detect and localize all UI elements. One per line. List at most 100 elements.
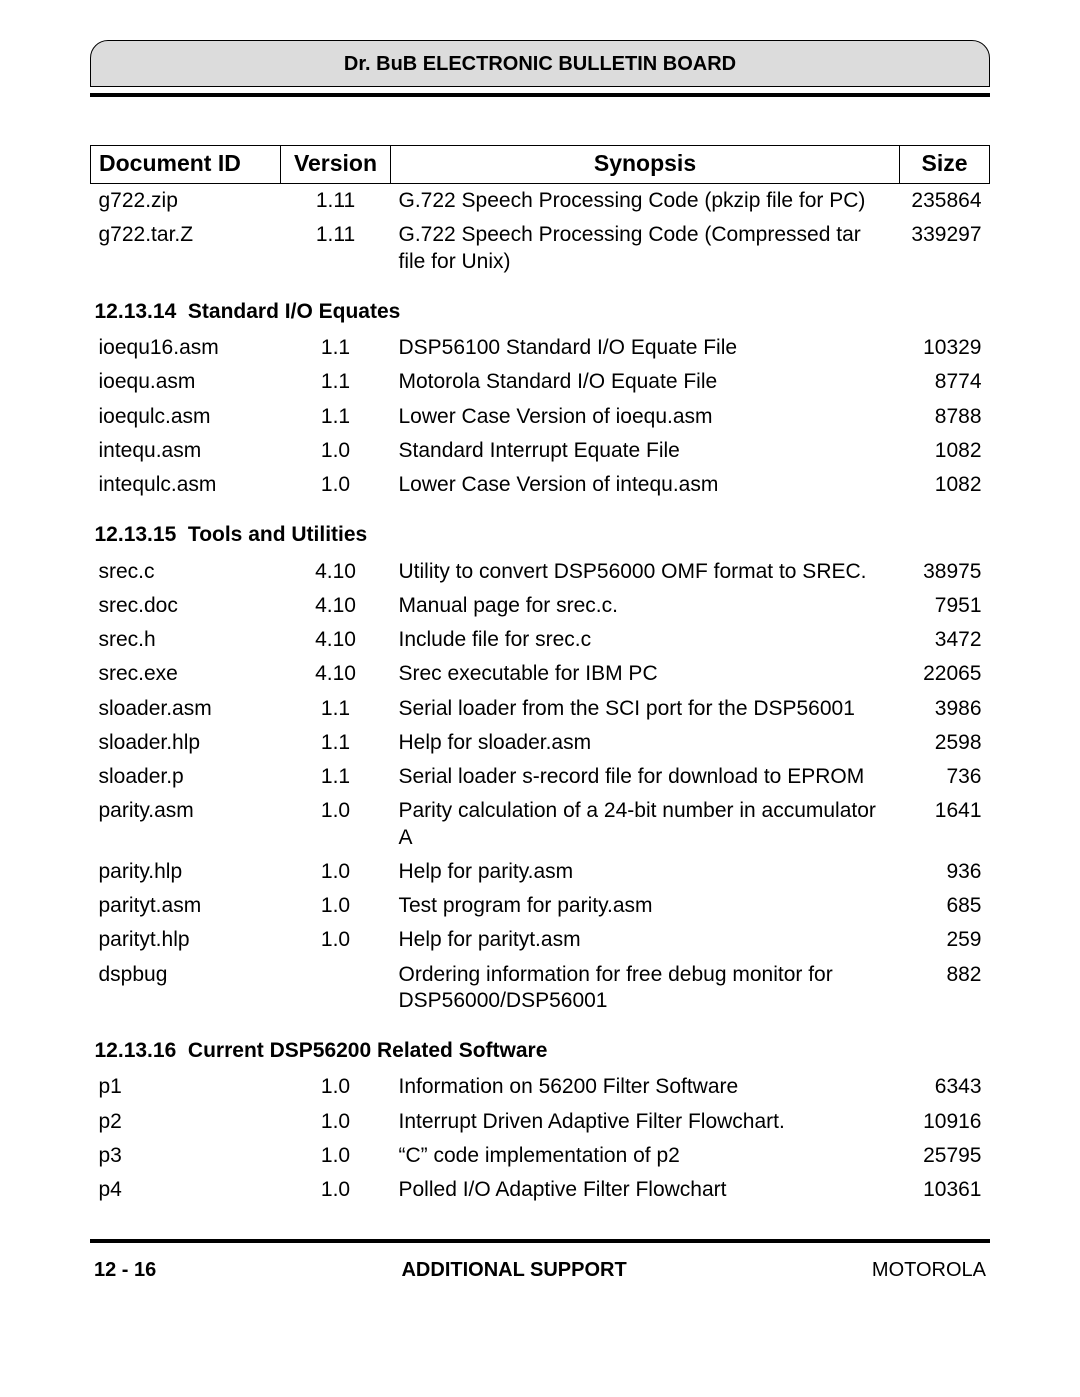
section-num: 12.13.15	[95, 523, 177, 546]
cell-syn: Help for parityt.asm	[391, 923, 900, 957]
page-footer: 12 - 16 ADDITIONAL SUPPORT MOTOROLA	[90, 1243, 990, 1282]
cell-ver: 4.10	[281, 589, 391, 623]
table-row: g722.zip 1.11 G.722 Speech Processing Co…	[91, 184, 990, 219]
table-row: p31.0“C” code implementation of p225795	[91, 1139, 990, 1173]
cell-syn: Test program for parity.asm	[391, 889, 900, 923]
table-row: dspbug Ordering information for free debu…	[91, 958, 990, 1019]
cell-doc: p1	[91, 1070, 281, 1104]
cell-size: 22065	[900, 657, 990, 691]
cell-ver: 1.1	[281, 692, 391, 726]
cell-size: 882	[900, 958, 990, 1019]
table-row: parity.asm1.0Parity calculation of a 24-…	[91, 794, 990, 855]
cell-syn: Include file for srec.c	[391, 623, 900, 657]
section-title: Standard I/O Equates	[188, 300, 400, 323]
cell-ver	[281, 958, 391, 1019]
cell-ver: 1.1	[281, 365, 391, 399]
table-row: srec.c4.10Utility to convert DSP56000 OM…	[91, 555, 990, 589]
cell-syn: G.722 Speech Processing Code (Compressed…	[391, 218, 900, 279]
table-row: sloader.asm1.1Serial loader from the SCI…	[91, 692, 990, 726]
cell-ver: 4.10	[281, 623, 391, 657]
cell-size: 10361	[900, 1173, 990, 1207]
cell-ver: 1.1	[281, 726, 391, 760]
cell-doc: parityt.hlp	[91, 923, 281, 957]
cell-ver: 1.0	[281, 1105, 391, 1139]
col-header-ver: Version	[281, 146, 391, 184]
cell-syn: Ordering information for free debug moni…	[391, 958, 900, 1019]
cell-syn: Serial loader s-record file for download…	[391, 760, 900, 794]
cell-ver: 1.1	[281, 331, 391, 365]
cell-doc: dspbug	[91, 958, 281, 1019]
col-header-syn: Synopsis	[391, 146, 900, 184]
cell-size: 2598	[900, 726, 990, 760]
cell-doc: parityt.asm	[91, 889, 281, 923]
table-row: ioequ16.asm1.1DSP56100 Standard I/O Equa…	[91, 331, 990, 365]
cell-ver: 1.0	[281, 794, 391, 855]
cell-doc: sloader.p	[91, 760, 281, 794]
table-row: p41.0Polled I/O Adaptive Filter Flowchar…	[91, 1173, 990, 1207]
cell-doc: srec.doc	[91, 589, 281, 623]
cell-ver: 1.0	[281, 434, 391, 468]
cell-ver: 4.10	[281, 657, 391, 691]
cell-ver: 1.1	[281, 400, 391, 434]
cell-doc: p2	[91, 1105, 281, 1139]
section-title: Current DSP56200 Related Software	[188, 1039, 547, 1062]
section-heading: 12.13.16 Current DSP56200 Related Softwa…	[91, 1018, 990, 1070]
cell-syn: Information on 56200 Filter Software	[391, 1070, 900, 1104]
cell-size: 685	[900, 889, 990, 923]
cell-ver: 1.0	[281, 855, 391, 889]
cell-size: 339297	[900, 218, 990, 279]
table-row: ioequlc.asm1.1Lower Case Version of ioeq…	[91, 400, 990, 434]
cell-syn: Interrupt Driven Adaptive Filter Flowcha…	[391, 1105, 900, 1139]
cell-size: 10916	[900, 1105, 990, 1139]
cell-doc: parity.hlp	[91, 855, 281, 889]
cell-size: 1082	[900, 468, 990, 502]
cell-doc: intequlc.asm	[91, 468, 281, 502]
cell-size: 25795	[900, 1139, 990, 1173]
cell-syn: Polled I/O Adaptive Filter Flowchart	[391, 1173, 900, 1207]
cell-size: 936	[900, 855, 990, 889]
section-num: 12.13.16	[95, 1039, 177, 1062]
cell-syn: Srec executable for IBM PC	[391, 657, 900, 691]
cell-doc: sloader.asm	[91, 692, 281, 726]
cell-syn: Serial loader from the SCI port for the …	[391, 692, 900, 726]
cell-ver: 1.0	[281, 1139, 391, 1173]
cell-ver: 1.1	[281, 760, 391, 794]
cell-syn: Manual page for srec.c.	[391, 589, 900, 623]
table-row: sloader.p1.1Serial loader s-record file …	[91, 760, 990, 794]
document-table: Document ID Version Synopsis Size g722.z…	[90, 145, 990, 1207]
col-header-doc: Document ID	[91, 146, 281, 184]
table-row: parity.hlp1.0Help for parity.asm936	[91, 855, 990, 889]
cell-syn: Lower Case Version of intequ.asm	[391, 468, 900, 502]
cell-doc: p4	[91, 1173, 281, 1207]
footer-section-title: ADDITIONAL SUPPORT	[401, 1259, 626, 1282]
cell-size: 6343	[900, 1070, 990, 1104]
cell-syn: Help for parity.asm	[391, 855, 900, 889]
cell-syn: “C” code implementation of p2	[391, 1139, 900, 1173]
table-row: p21.0Interrupt Driven Adaptive Filter Fl…	[91, 1105, 990, 1139]
banner-title: Dr. BuB ELECTRONIC BULLETIN BOARD	[90, 40, 990, 87]
page: Dr. BuB ELECTRONIC BULLETIN BOARD Docume…	[0, 0, 1080, 1332]
cell-doc: intequ.asm	[91, 434, 281, 468]
col-header-size: Size	[900, 146, 990, 184]
table-row: parityt.asm1.0Test program for parity.as…	[91, 889, 990, 923]
table-row: g722.tar.Z 1.11 G.722 Speech Processing …	[91, 218, 990, 279]
cell-size: 1082	[900, 434, 990, 468]
cell-ver: 4.10	[281, 555, 391, 589]
cell-ver: 1.11	[281, 218, 391, 279]
table-row: p11.0Information on 56200 Filter Softwar…	[91, 1070, 990, 1104]
cell-size: 8774	[900, 365, 990, 399]
cell-ver: 1.0	[281, 1173, 391, 1207]
cell-size: 10329	[900, 331, 990, 365]
cell-syn: Help for sloader.asm	[391, 726, 900, 760]
cell-doc: p3	[91, 1139, 281, 1173]
cell-doc: ioequ16.asm	[91, 331, 281, 365]
cell-doc: ioequ.asm	[91, 365, 281, 399]
cell-ver: 1.11	[281, 184, 391, 219]
table-header-row: Document ID Version Synopsis Size	[91, 146, 990, 184]
cell-size: 8788	[900, 400, 990, 434]
table-row: srec.exe4.10Srec executable for IBM PC22…	[91, 657, 990, 691]
cell-syn: DSP56100 Standard I/O Equate File	[391, 331, 900, 365]
table-row: intequlc.asm1.0Lower Case Version of int…	[91, 468, 990, 502]
cell-doc: sloader.hlp	[91, 726, 281, 760]
section-num: 12.13.14	[95, 300, 177, 323]
